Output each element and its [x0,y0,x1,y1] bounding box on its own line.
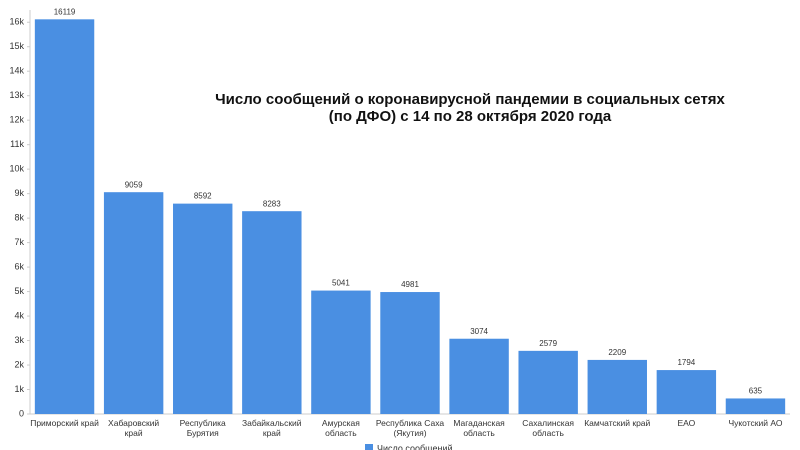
y-tick-label: 1k [14,384,24,394]
y-tick-label: 3k [14,335,24,345]
y-tick-label: 9k [14,188,24,198]
legend-label: Число сообщений [377,443,453,450]
value-label: 5041 [332,279,350,288]
x-tick-label: Амурская область [321,418,360,438]
y-tick-label: 13k [9,90,24,100]
x-tick-label: ЕАО [677,418,696,428]
y-tick-label: 10k [9,164,24,174]
bar [173,203,233,414]
y-tick-label: 5k [14,286,24,296]
value-label: 4981 [401,280,419,289]
y-tick-label: 14k [9,66,24,76]
bar [103,192,164,414]
value-label: 8283 [263,199,281,208]
bar [587,359,647,414]
bar [380,292,440,414]
legend-swatch [365,444,373,450]
y-tick-label: 8k [14,212,24,222]
x-tick-label: Республика Саха (Якутия) [375,418,445,438]
value-label: 9059 [125,180,143,189]
value-label: 635 [749,387,763,396]
y-tick-label: 0 [19,408,24,418]
y-tick-label: 15k [9,41,24,51]
bar [34,19,95,414]
value-label: 8592 [194,192,212,201]
bar [311,290,371,414]
x-tick-label: Приморский край [30,418,99,428]
value-label: 2579 [539,339,557,348]
y-tick-label: 12k [9,115,24,125]
bar [242,211,302,414]
x-tick-label: Сахалинская область [522,418,575,438]
y-tick-label: 16k [9,17,24,27]
x-tick-label: Республика Бурятия [179,418,226,438]
x-tick-label: Забайкальский край [242,418,302,438]
y-tick-label: 7k [14,237,24,247]
x-tick-label: Чукотский АО [728,418,783,428]
bar [449,338,509,414]
bar [725,398,786,414]
bar [656,370,717,414]
y-tick-label: 6k [14,261,24,271]
x-tick-label: Магаданская область [453,418,505,438]
chart-title: Число сообщений о коронавирусной пандеми… [215,91,725,108]
value-label: 3074 [470,327,488,336]
value-label: 16119 [54,7,76,16]
x-tick-label: Хабаровский край [108,418,160,438]
y-tick-label: 4k [14,310,24,320]
y-tick-label: 11k [10,139,24,149]
bar [518,350,578,414]
y-tick-label: 2k [14,359,24,369]
value-label: 1794 [677,358,695,367]
chart-title: (по ДФО) с 14 по 28 октября 2020 года [329,108,612,125]
x-tick-label: Камчатский край [584,418,651,428]
value-label: 2209 [608,348,626,357]
